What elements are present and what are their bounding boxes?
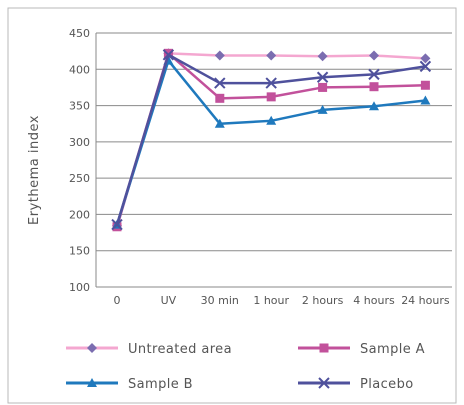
legend-entry: Sample A <box>298 342 425 357</box>
x-tick-label: 4 hours <box>353 294 395 307</box>
y-tick-label: 150 <box>69 245 90 258</box>
series-3 <box>111 49 432 231</box>
data-point-x <box>265 77 277 89</box>
legend-label: Sample B <box>128 377 193 392</box>
series-line <box>115 59 426 225</box>
data-point-square <box>369 82 379 92</box>
data-point-triangle <box>87 378 97 387</box>
data-point-triangle <box>214 118 225 128</box>
x-tick-label: UV <box>161 294 177 307</box>
x-tick-label: 24 hours <box>401 294 450 307</box>
series-0 <box>112 48 431 231</box>
data-point-square <box>319 343 329 353</box>
chart-frame <box>7 7 457 404</box>
data-point-diamond <box>369 50 379 61</box>
data-point-square <box>266 92 276 102</box>
legend-label: Sample A <box>360 342 425 357</box>
data-point-triangle <box>266 115 277 125</box>
x-tick-label: 1 hour <box>253 294 289 307</box>
data-point-triangle <box>317 104 328 114</box>
x-tick-label: 0 <box>114 294 121 307</box>
data-point-diamond <box>214 50 225 61</box>
y-tick-label: 400 <box>69 63 90 76</box>
y-axis-label: Erythema index <box>27 115 42 225</box>
legend-entry: Sample B <box>66 377 193 392</box>
data-point-square <box>318 82 328 92</box>
y-tick-label: 350 <box>69 100 90 113</box>
series-1 <box>112 48 430 232</box>
data-point-x <box>316 71 329 83</box>
data-point-diamond <box>87 343 97 353</box>
data-point-x <box>318 377 330 389</box>
y-tick-label: 100 <box>69 281 90 294</box>
data-point-square <box>420 80 430 90</box>
legend-label: Placebo <box>360 377 414 392</box>
data-point-diamond <box>420 53 431 64</box>
y-axis-ticks: 100 150 200 250 300 350 400 450 <box>69 27 90 294</box>
legend-label: Untreated area <box>128 342 232 357</box>
data-point-diamond <box>317 51 328 62</box>
data-point-x <box>368 68 380 81</box>
data-point-x <box>162 49 175 61</box>
data-point-diamond <box>266 50 277 61</box>
grid-lines <box>95 32 452 288</box>
data-point-x <box>419 60 432 73</box>
x-axis-ticks: 0 UV 30 min 1 hour 2 hours 4 hours 24 hours <box>114 294 450 307</box>
data-point-square <box>163 48 173 58</box>
y-tick-label: 450 <box>69 27 90 40</box>
data-point-x <box>111 218 123 231</box>
data-point-x <box>214 77 226 89</box>
y-tick-label: 200 <box>69 208 90 221</box>
data-point-square <box>215 93 225 103</box>
series-lines <box>111 48 432 232</box>
series-2 <box>112 55 431 229</box>
x-tick-label: 30 min <box>201 294 239 307</box>
data-point-triangle <box>369 101 379 111</box>
legend-entry: Placebo <box>298 377 414 392</box>
y-tick-label: 300 <box>69 136 90 149</box>
legend-entry: Untreated area <box>66 342 232 357</box>
data-point-triangle <box>420 95 431 105</box>
y-tick-label: 250 <box>69 172 90 185</box>
x-tick-label: 2 hours <box>302 294 344 307</box>
legend: Untreated area Sample A Sample B Placebo <box>66 342 425 392</box>
